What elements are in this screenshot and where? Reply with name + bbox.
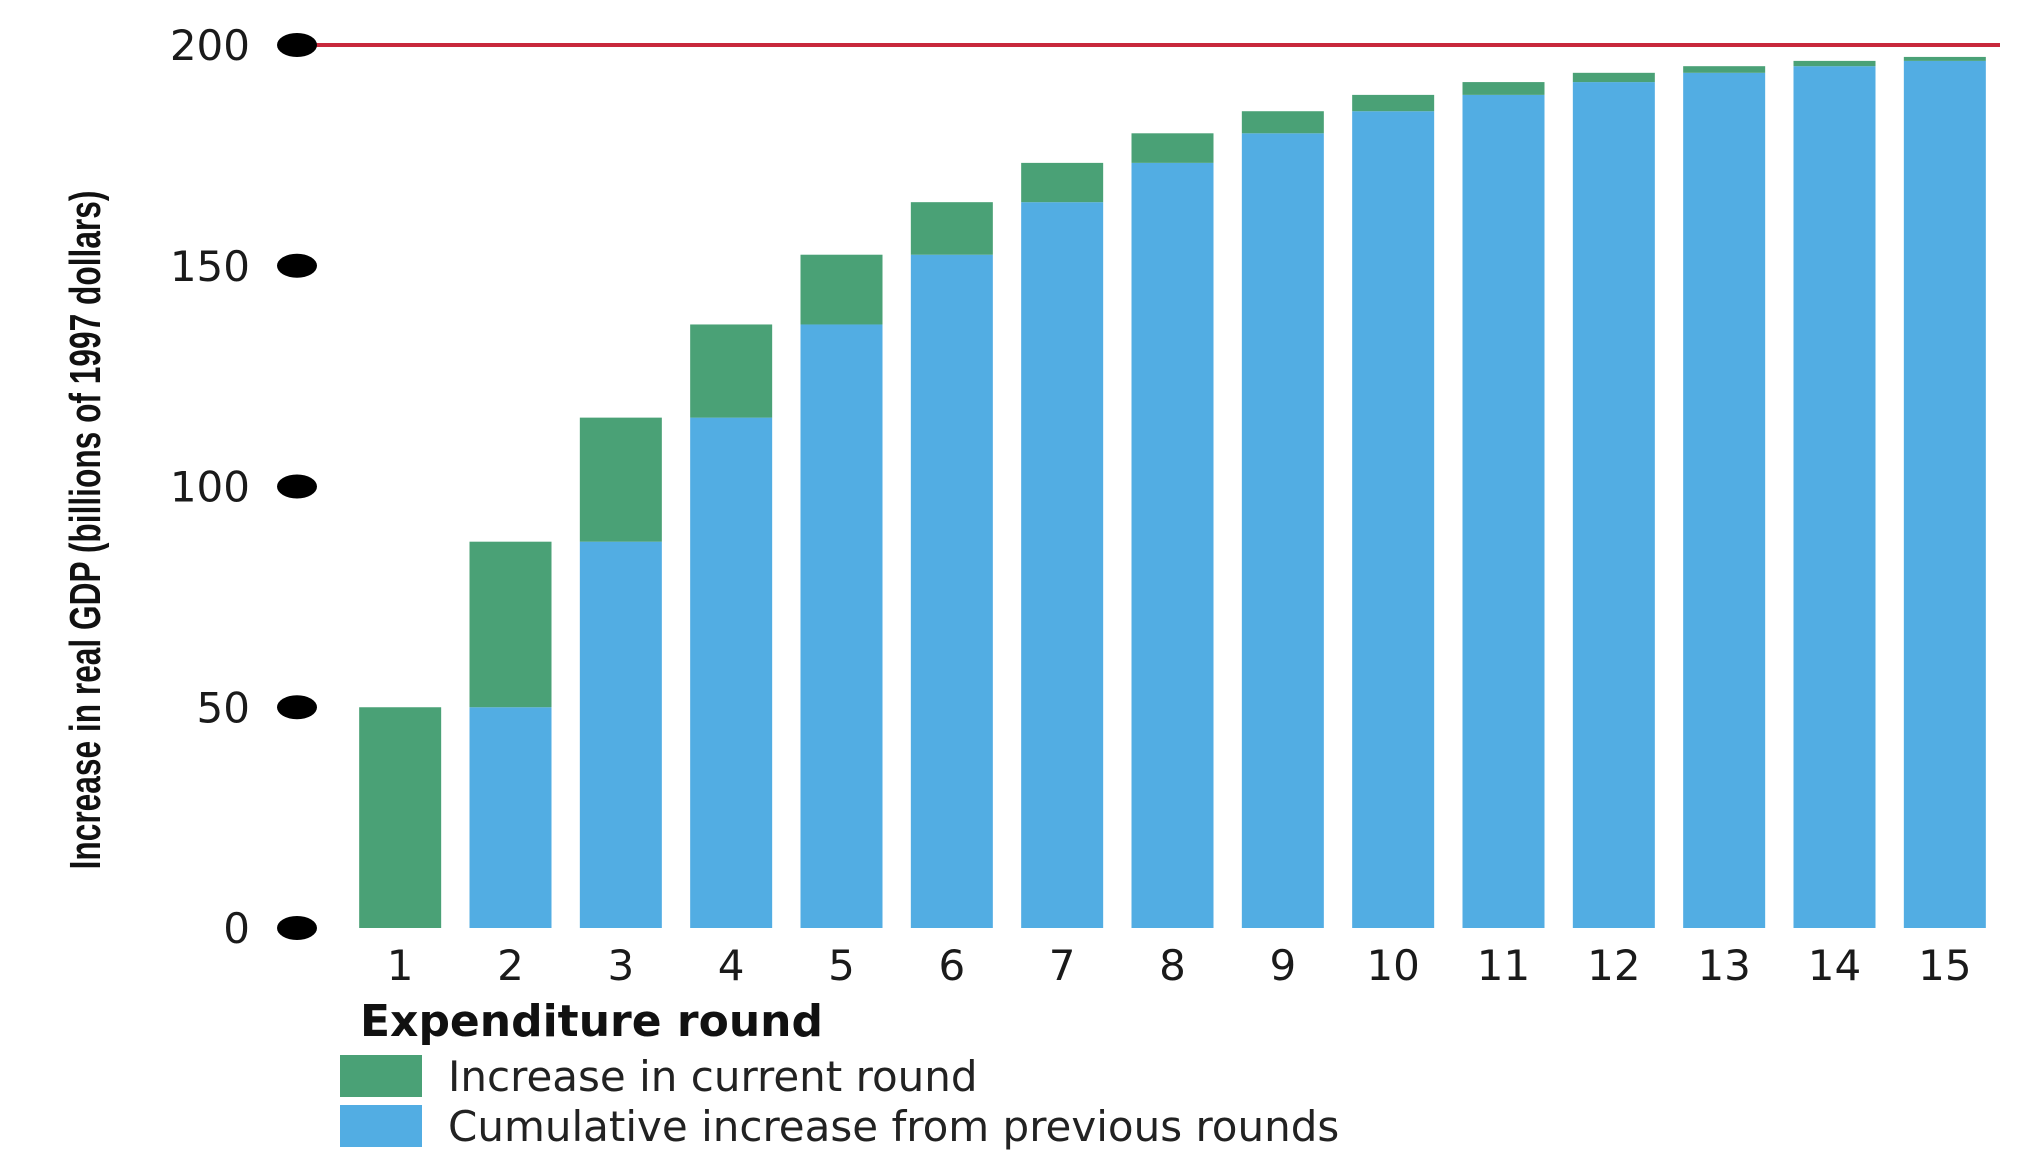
bar-cumulative-round-10 — [1352, 111, 1435, 929]
x-axis-title: Expenditure round — [360, 996, 823, 1047]
bar-current-round-1 — [359, 707, 442, 928]
bar-cumulative-round-11 — [1462, 94, 1545, 928]
x-tick-label-3: 3 — [607, 941, 634, 990]
bar-cumulative-round-8 — [1131, 162, 1214, 928]
bar-current-round-7 — [1021, 162, 1104, 203]
x-tick-label-13: 13 — [1697, 941, 1750, 990]
x-axis-ticks: 1 2 3 4 5 6 7 8 9 10 11 12 13 14 15 — [387, 941, 1972, 990]
bar-cumulative-round-14 — [1793, 66, 1876, 928]
bar-current-round-12 — [1572, 72, 1655, 83]
y-axis-ticks: 0 50 100 150 200 — [170, 21, 317, 953]
x-tick-label-5: 5 — [828, 941, 855, 990]
bar-cumulative-round-7 — [1021, 202, 1104, 928]
bar-current-round-8 — [1131, 133, 1214, 163]
x-tick-label-12: 12 — [1587, 941, 1640, 990]
y-axis-title: Increase in real GDP (billions of 1997 d… — [61, 191, 110, 870]
y-tick-mark-100 — [277, 474, 317, 499]
bar-cumulative-round-2 — [469, 707, 552, 928]
y-tick-mark-150 — [277, 253, 317, 278]
bar-current-round-15 — [1903, 56, 1986, 61]
bar-current-round-10 — [1352, 94, 1435, 112]
y-tick-label-200: 200 — [170, 21, 250, 70]
legend-swatch-current-round — [340, 1055, 422, 1097]
y-tick-label-150: 150 — [170, 242, 250, 291]
x-tick-label-2: 2 — [497, 941, 524, 990]
bar-cumulative-round-4 — [690, 417, 773, 928]
y-tick-label-50: 50 — [197, 683, 250, 732]
bar-current-round-9 — [1241, 111, 1324, 134]
legend-label-cumulative: Cumulative increase from previous rounds — [448, 1102, 1339, 1151]
bar-cumulative-round-13 — [1683, 72, 1766, 928]
bar-current-round-2 — [469, 541, 552, 708]
y-tick-mark-50 — [277, 695, 317, 720]
bar-current-round-5 — [800, 254, 883, 325]
x-tick-label-15: 15 — [1918, 941, 1971, 990]
x-tick-label-7: 7 — [1049, 941, 1076, 990]
x-tick-label-4: 4 — [718, 941, 745, 990]
bar-current-round-14 — [1793, 60, 1876, 67]
x-tick-label-6: 6 — [938, 941, 965, 990]
y-tick-mark-200 — [277, 33, 317, 57]
bar-cumulative-round-3 — [579, 541, 662, 928]
bar-current-round-11 — [1462, 82, 1545, 95]
bar-cumulative-round-5 — [800, 324, 883, 929]
x-tick-label-8: 8 — [1159, 941, 1186, 990]
legend-label-current-round: Increase in current round — [448, 1052, 978, 1101]
x-tick-label-14: 14 — [1808, 941, 1861, 990]
bar-cumulative-round-12 — [1572, 82, 1655, 928]
bar-current-round-4 — [690, 324, 773, 418]
bar-cumulative-round-9 — [1241, 133, 1324, 929]
bar-current-round-13 — [1683, 66, 1766, 73]
bar-current-round-3 — [579, 417, 662, 542]
legend-swatch-cumulative — [340, 1105, 422, 1147]
bars-group — [359, 56, 1986, 929]
bar-cumulative-round-15 — [1903, 60, 1986, 929]
y-tick-mark-0 — [277, 916, 317, 940]
x-tick-label-11: 11 — [1477, 941, 1530, 990]
bar-current-round-6 — [910, 202, 993, 255]
x-tick-label-9: 9 — [1269, 941, 1296, 990]
bar-cumulative-round-6 — [910, 254, 993, 928]
y-tick-label-0: 0 — [223, 904, 250, 953]
x-tick-label-10: 10 — [1366, 941, 1419, 990]
legend: Increase in current round Cumulative inc… — [340, 1052, 1339, 1151]
x-tick-label-1: 1 — [387, 941, 414, 990]
y-tick-label-100: 100 — [170, 463, 250, 512]
